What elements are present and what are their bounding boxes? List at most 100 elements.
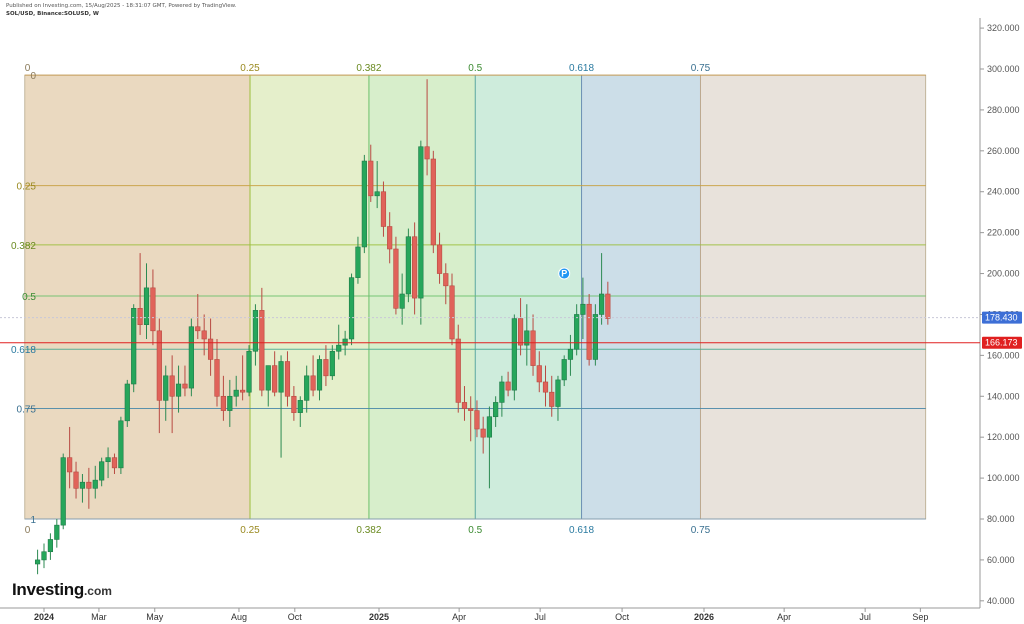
- candle-up: [511, 318, 517, 391]
- price-tick-label: 100.000: [987, 473, 1020, 483]
- candle-down: [449, 285, 455, 340]
- candle-up: [418, 146, 424, 299]
- fib-time-label-bottom: 0.75: [691, 525, 711, 536]
- annotation-marker-label: P: [561, 269, 567, 279]
- candle-up: [555, 379, 561, 407]
- candle-up: [92, 479, 98, 489]
- price-tick-label: 260.000: [987, 146, 1020, 156]
- candle-up: [316, 359, 323, 391]
- candle-up: [348, 277, 355, 340]
- candle-up: [561, 359, 567, 381]
- time-tick-label: Jul: [534, 612, 546, 622]
- price-tick-label: 40.000: [987, 596, 1015, 606]
- candle-down: [259, 310, 265, 391]
- price-tick-label: 220.000: [987, 228, 1020, 238]
- candle-down: [436, 244, 443, 274]
- candle-down: [536, 365, 542, 383]
- candle-down: [272, 365, 278, 393]
- time-tick-label: Oct: [288, 612, 303, 622]
- candle-down: [368, 160, 374, 197]
- fib-time-label-bottom: 0.25: [240, 525, 260, 536]
- candle-down: [323, 359, 329, 377]
- fib-level-label: 0.75: [17, 405, 37, 416]
- candle-up: [79, 481, 86, 489]
- candle-down: [86, 481, 92, 489]
- logo-tld: .com: [83, 584, 112, 598]
- fib-time-label-bottom: 0.5: [468, 525, 482, 536]
- price-tick-label: 160.000: [987, 350, 1020, 360]
- candle-up: [329, 350, 335, 377]
- candle-up: [599, 293, 605, 315]
- candle-up: [131, 308, 137, 385]
- candle-up: [493, 402, 499, 418]
- price-tick-label: 140.000: [987, 391, 1020, 401]
- candle-up: [124, 383, 130, 422]
- candle-down: [474, 410, 480, 430]
- candle-down: [220, 395, 226, 411]
- last-price-badge: [982, 311, 1022, 324]
- time-tick-label: 2024: [34, 612, 54, 622]
- fib-level-label: 0: [30, 71, 36, 82]
- fib-time-label-top: 0: [25, 63, 31, 74]
- fib-time-label-top: 0.5: [468, 63, 482, 74]
- fib-time-label-top: 0.382: [356, 63, 381, 74]
- candle-down: [424, 146, 430, 160]
- candle-down: [207, 338, 214, 360]
- candle-up: [374, 191, 380, 197]
- candle-up: [188, 326, 194, 389]
- candle-up: [175, 383, 182, 397]
- candle-up: [567, 348, 574, 360]
- candle-down: [443, 273, 449, 287]
- fib-time-band: [700, 75, 926, 520]
- candle-down: [73, 471, 79, 489]
- candle-up: [47, 539, 54, 553]
- time-tick-label: 2025: [369, 612, 389, 622]
- time-tick-label: Aug: [231, 612, 247, 622]
- fib-time-label-top: 0.75: [691, 63, 711, 74]
- investing-logo: Investing.com: [12, 580, 112, 600]
- candle-up: [336, 344, 342, 352]
- candle-up: [399, 293, 405, 309]
- candle-down: [480, 428, 486, 438]
- last-price-label: 178.430: [985, 313, 1018, 323]
- time-tick-label: Apr: [452, 612, 466, 622]
- fib-time-label-bottom: 0.618: [569, 525, 594, 536]
- time-tick-label: May: [146, 612, 164, 622]
- candle-down: [380, 191, 387, 227]
- candle-down: [182, 383, 188, 389]
- candle-up: [304, 375, 310, 401]
- candle-up: [265, 365, 271, 391]
- candle-down: [430, 158, 436, 246]
- candle-down: [67, 457, 73, 473]
- annotation-marker-icon[interactable]: [558, 267, 571, 280]
- candle-up: [163, 375, 169, 401]
- level-price-label: 166.173: [985, 338, 1018, 348]
- fib-level-label: 0.25: [17, 182, 37, 193]
- candle-down: [156, 330, 162, 401]
- candle-up: [41, 551, 47, 561]
- candle-down: [137, 308, 143, 325]
- candle-up: [405, 236, 411, 295]
- candle-down: [455, 338, 461, 403]
- candle-down: [169, 375, 175, 397]
- candle-up: [252, 310, 259, 352]
- time-tick-label: Mar: [91, 612, 107, 622]
- fib-time-label-bottom: 0.382: [356, 525, 381, 536]
- candle-up: [297, 400, 303, 413]
- chart-header: Published on Investing.com, 15/Aug/2025 …: [6, 2, 236, 18]
- fib-level-label: 0.618: [11, 345, 36, 356]
- fib-time-label-bottom: 0: [25, 525, 31, 536]
- candle-down: [549, 391, 555, 407]
- candle-down: [468, 408, 474, 411]
- price-tick-label: 300.000: [987, 64, 1020, 74]
- candle-up: [486, 416, 493, 438]
- time-tick-label: 2026: [694, 612, 714, 622]
- price-tick-label: 240.000: [987, 187, 1020, 197]
- fib-level-label: 0.382: [11, 241, 36, 252]
- candle-up: [524, 330, 530, 346]
- candle-down: [517, 318, 524, 346]
- candle-up: [60, 457, 66, 526]
- candle-down: [412, 236, 418, 299]
- candle-down: [586, 303, 592, 360]
